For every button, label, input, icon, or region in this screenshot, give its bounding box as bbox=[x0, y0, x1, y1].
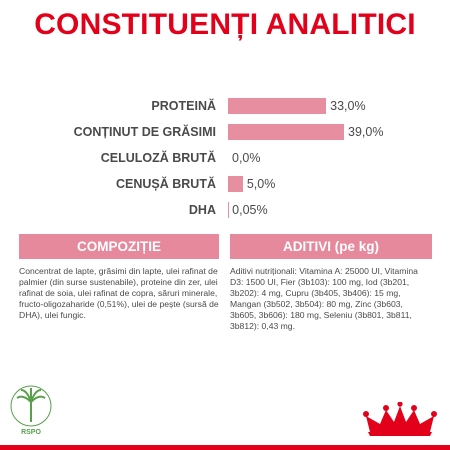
analysis-value: 0,0% bbox=[232, 151, 261, 165]
analysis-value: 39,0% bbox=[348, 125, 384, 139]
analysis-bar bbox=[228, 98, 327, 114]
additives-text: Aditivi nutriționali: Vitamina A: 25000 … bbox=[230, 266, 418, 331]
analysis-row: PROTEINĂ 33,0% bbox=[0, 96, 450, 116]
rspo-logo-text: RSPO bbox=[21, 429, 41, 436]
footer-bar bbox=[0, 445, 450, 450]
rspo-logo: RSPO bbox=[9, 376, 53, 436]
analysis-value: 5,0% bbox=[246, 177, 276, 191]
analysis-row: CONȚINUT DE GRĂSIMI 39,0% bbox=[0, 122, 450, 142]
analysis-bar bbox=[228, 176, 243, 192]
page-title: CONSTITUENȚI ANALITICI bbox=[34, 8, 416, 41]
analysis-row-label: DHA bbox=[188, 203, 216, 217]
composition-text: Concentrat de lapte, grăsimi din lapte, … bbox=[19, 266, 219, 320]
analysis-bar bbox=[228, 124, 344, 140]
rspo-palm-icon: RSPO bbox=[10, 385, 52, 436]
composition-header-label: COMPOZIȚIE bbox=[77, 239, 161, 254]
analysis-row: CENUȘĂ BRUTĂ 5,0% bbox=[0, 174, 450, 194]
analysis-value: 33,0% bbox=[330, 99, 366, 113]
analysis-row-label: CELULOZĂ BRUTĂ bbox=[100, 151, 216, 165]
royal-canin-logo bbox=[360, 401, 440, 438]
analysis-row-label: CENUȘĂ BRUTĂ bbox=[116, 177, 216, 191]
analysis-bar-chart: PROTEINĂ 33,0% CONȚINUT DE GRĂSIMI 39,0% CEL… bbox=[0, 96, 450, 226]
additives-header-label: ADITIVI (pe kg) bbox=[282, 239, 379, 254]
additives-header: ADITIVI (pe kg) bbox=[230, 234, 432, 259]
analysis-row: DHA 0,05% bbox=[0, 200, 450, 220]
analysis-row: CELULOZĂ BRUTĂ 0,0% bbox=[0, 148, 450, 168]
analysis-row-label: CONȚINUT DE GRĂSIMI bbox=[73, 125, 216, 139]
composition-header: COMPOZIȚIE bbox=[19, 234, 219, 259]
analysis-value: 0,05% bbox=[232, 203, 268, 217]
royal-canin-crown-icon bbox=[363, 401, 437, 436]
analysis-row-label: PROTEINĂ bbox=[151, 99, 216, 113]
